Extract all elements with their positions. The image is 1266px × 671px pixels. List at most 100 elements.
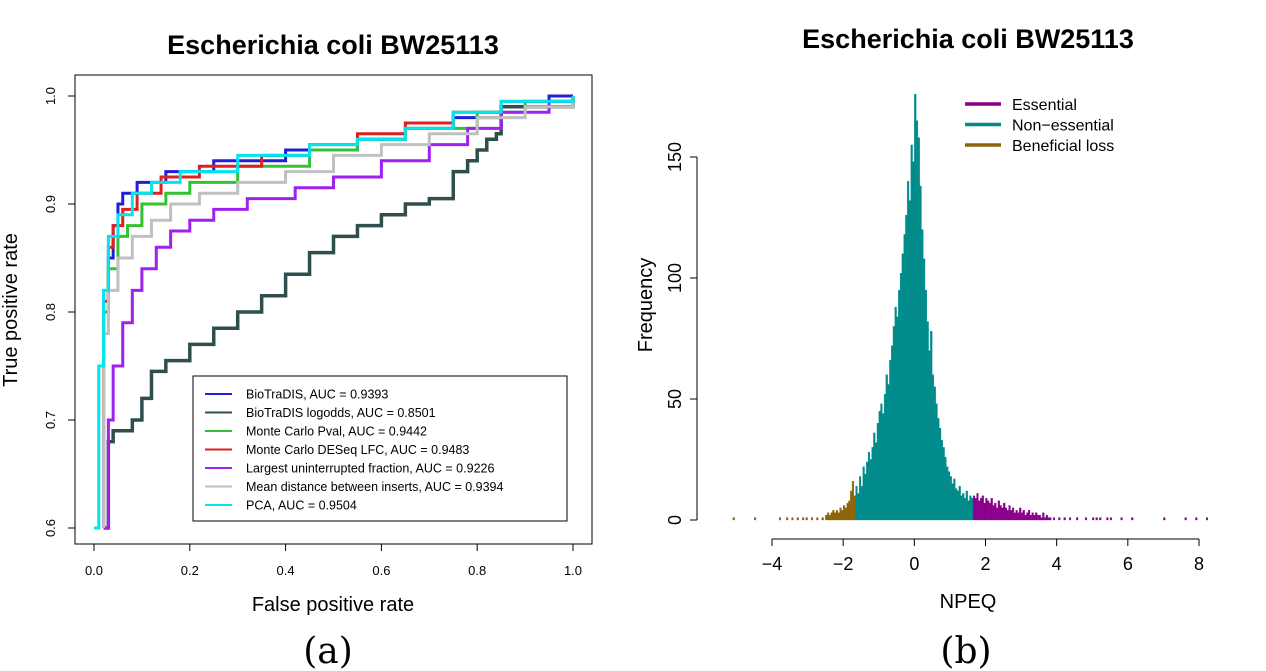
panel-a-x-tick-label: 0.6: [372, 563, 390, 578]
panel-b-bar: [867, 452, 871, 521]
panel-b-bar: [1052, 517, 1056, 521]
panel-b-bar: [821, 517, 824, 521]
panel-b-caption: (b): [940, 631, 991, 671]
panel-b-x-tick-label: −4: [762, 554, 783, 574]
panel-b-bar: [875, 442, 878, 521]
panel-b-bar: [828, 515, 831, 521]
panel-b-bar: [857, 493, 860, 521]
panel-b-bar: [1029, 515, 1032, 521]
panel-a-series-line: [103, 96, 575, 530]
panel-b-bar: [816, 517, 819, 521]
panel-a-x-tick-label: 0.8: [468, 563, 486, 578]
panel-b-bar: [827, 512, 830, 521]
panel-a-x-tick-label: 0.2: [181, 563, 199, 578]
panel-b-bar: [964, 498, 967, 521]
panel-b-bar: [1001, 507, 1004, 521]
panel-a-roc-curves: [94, 94, 575, 530]
panel-b-bar: [921, 229, 924, 521]
panel-b-bar: [905, 214, 908, 521]
panel-b-bar: [887, 384, 890, 521]
panel-b-bar: [855, 485, 858, 521]
panel-b-bar: [994, 502, 997, 521]
panel-b-bar: [1008, 505, 1011, 521]
panel-b-bar: [1036, 515, 1040, 521]
panel-b-bar: [859, 476, 862, 521]
panel-b-bar: [1109, 517, 1112, 521]
panel-b-bar: [1026, 512, 1029, 521]
panel-b-bar: [1019, 507, 1022, 521]
panel-b-x-tick-label: −2: [833, 554, 854, 574]
panel-b-title: Escherichia coli BW25113: [802, 24, 1134, 54]
panel-a-series-line: [103, 96, 575, 530]
panel-b-legend-label: Non−essential: [1012, 118, 1114, 135]
panel-b-bar: [930, 331, 933, 521]
panel-b-bar: [1131, 517, 1134, 521]
panel-b-bar: [778, 517, 782, 521]
panel-b-y-tick-label: 150: [665, 142, 685, 172]
panel-a-x-tick-label: 1.0: [564, 563, 582, 578]
panel-b-bar: [958, 485, 961, 521]
panel-b-bar: [951, 483, 954, 521]
panel-b-bar: [997, 500, 1000, 521]
panel-a-y-tick-label: 0.7: [43, 411, 58, 429]
panel-b-bar: [882, 413, 885, 521]
panel-b-bar: [1035, 512, 1038, 521]
panel-b-bar: [935, 403, 938, 521]
panel-b-bar: [848, 500, 851, 521]
panel-b-bar: [1040, 517, 1043, 521]
panel-b-bar: [960, 495, 963, 521]
panel-b-bar: [978, 500, 981, 521]
panel-b-bar: [1049, 517, 1052, 521]
panel-a-y-tick-label: 0.6: [43, 519, 58, 537]
panel-b-bar: [981, 495, 984, 521]
panel-b-bar: [754, 517, 757, 521]
panel-b-bar: [835, 510, 838, 521]
panel-b-bar: [967, 500, 970, 521]
panel-b-bar: [969, 495, 972, 521]
panel-b-bar: [898, 289, 901, 521]
panel-b-x-tick-label: 2: [980, 554, 990, 574]
panel-b-bar: [1095, 517, 1098, 521]
panel-b-bar: [946, 466, 949, 521]
panel-b-bar: [996, 507, 999, 521]
panel-b-bar: [962, 493, 965, 521]
panel-b-bar: [988, 502, 991, 521]
panel-b-bar: [985, 498, 988, 521]
panel-b-bar: [1010, 510, 1013, 521]
panel-a-y-tick-label: 0.8: [43, 303, 58, 321]
panel-b-bar: [846, 502, 849, 521]
panel-a-plot-frame: [74, 74, 593, 545]
panel-b-bar: [873, 432, 876, 521]
panel-b-bar: [834, 512, 837, 521]
panel-b-bar: [899, 273, 903, 521]
panel-b-bar: [850, 490, 853, 521]
panel-b-bar: [810, 517, 814, 521]
panel-b-x-tick-label: 8: [1194, 554, 1204, 574]
panel-b-bar: [1045, 515, 1048, 521]
panel-b-bar: [1205, 517, 1209, 521]
panel-b-bar: [971, 498, 974, 521]
panel-a-legend-label: Mean distance between inserts, AUC = 0.9…: [246, 480, 503, 494]
panel-b-bar: [1099, 517, 1102, 521]
panel-b-bar: [907, 181, 910, 521]
panel-a-series-line: [94, 96, 575, 530]
panel-b-bar: [866, 461, 869, 521]
panel-b-bar: [937, 418, 940, 521]
panel-b-bar: [853, 495, 856, 521]
panel-b-bar: [1120, 517, 1123, 521]
panel-b-bar: [791, 517, 794, 521]
panel-b-bars: [732, 93, 1209, 521]
panel-b-bar: [805, 517, 808, 521]
panel-b-bar: [786, 517, 789, 521]
panel-b-y-label: Frequency: [635, 258, 657, 353]
panel-b-bar: [878, 410, 881, 521]
panel-b-bar: [910, 144, 913, 521]
panel-a-roc-chart: Escherichia coli BW25113 0.0 0.2 0.4 0.6 0.8…: [0, 30, 593, 671]
panel-a-series-line: [102, 96, 575, 528]
panel-b-bar: [1020, 512, 1024, 521]
panel-b-x-label: NPEQ: [940, 591, 997, 613]
panel-b-bar: [825, 515, 828, 521]
panel-a-legend-label: BioTraDIS, AUC = 0.9393: [246, 388, 388, 402]
panel-b-bar: [839, 507, 842, 521]
panel-b-bar: [1024, 515, 1027, 521]
